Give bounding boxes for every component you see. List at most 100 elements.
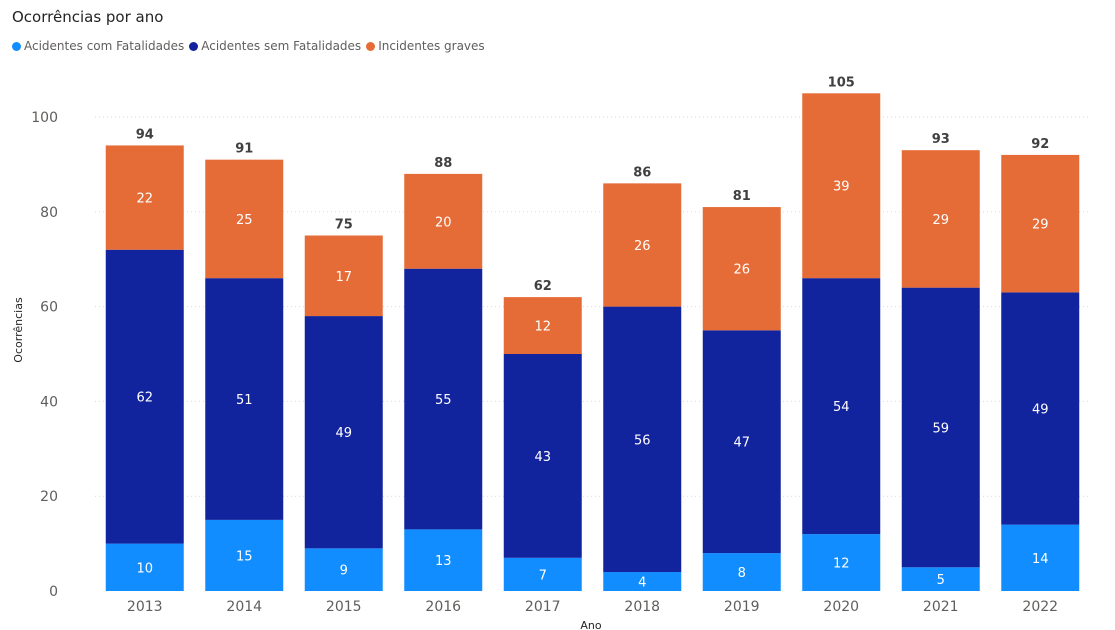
y-axis-ticks: 0 20 40 60 80 100 [31, 110, 58, 600]
data-label: 56 [634, 433, 651, 448]
bar-segment[interactable] [304, 316, 383, 549]
bar-segment[interactable] [503, 297, 582, 354]
bar-segment[interactable] [1001, 154, 1080, 293]
x-tick-label: 2016 [425, 599, 461, 615]
data-label: 7 [539, 568, 547, 583]
total-label: 81 [733, 189, 751, 204]
bar-segment[interactable] [603, 306, 682, 573]
data-label: 29 [1032, 218, 1049, 233]
bar-segment[interactable] [304, 548, 383, 591]
bar-segment[interactable] [503, 557, 582, 591]
data-label: 26 [733, 263, 750, 278]
x-tick-label: 2021 [923, 599, 959, 615]
bar-segment[interactable] [404, 268, 483, 530]
bar-segment[interactable] [603, 572, 682, 591]
data-label: 12 [833, 557, 850, 572]
data-label: 54 [833, 400, 850, 415]
data-label: 43 [534, 450, 551, 465]
legend-dot-icon [189, 41, 199, 51]
total-label: 105 [828, 75, 855, 90]
data-label: 49 [1032, 403, 1049, 418]
chart-legend[interactable]: Acidentes com Fatalidades Acidentes sem … [12, 39, 490, 53]
data-label: 26 [634, 239, 651, 254]
bar-segment[interactable] [105, 543, 184, 591]
bar-segment[interactable] [702, 330, 781, 554]
bar-segment[interactable] [503, 354, 582, 558]
legend-label: Acidentes sem Fatalidades [201, 39, 362, 53]
total-label: 86 [633, 165, 651, 180]
data-label: 22 [136, 192, 153, 207]
data-label: 15 [236, 549, 253, 564]
x-axis-ticks: 2013 2014 2015 2016 2017 2018 2019 2020 2021 2022 [127, 599, 1058, 615]
bar-segment[interactable] [603, 183, 682, 307]
bar-segment[interactable] [802, 534, 881, 591]
data-label: 25 [236, 213, 253, 228]
x-tick-label: 2022 [1022, 599, 1058, 615]
y-tick-label: 40 [40, 394, 58, 410]
total-label: 93 [932, 132, 950, 147]
bar-segment[interactable] [404, 529, 483, 591]
data-label: 14 [1032, 552, 1049, 567]
data-label: 9 [340, 564, 348, 579]
data-label: 8 [738, 566, 746, 581]
bar-segment[interactable] [901, 567, 980, 591]
data-label: 39 [833, 180, 850, 195]
bar-segment[interactable] [702, 207, 781, 331]
total-label: 91 [235, 142, 253, 157]
bar-segment[interactable] [702, 553, 781, 591]
bar-segment[interactable] [802, 93, 881, 279]
x-tick-label: 2019 [724, 599, 760, 615]
y-tick-label: 20 [40, 489, 58, 505]
legend-dot-icon [12, 41, 21, 51]
data-label: 10 [136, 561, 153, 576]
total-label: 75 [335, 218, 353, 233]
data-label: 4 [638, 576, 646, 591]
bar-segment[interactable] [205, 519, 284, 591]
bars: 10 62 22 94 15 51 25 91 9 49 17 75 13 55 20 88 7 43 12 62 4 5… [105, 75, 1080, 591]
total-label: 92 [1031, 137, 1049, 152]
total-label: 94 [136, 127, 154, 142]
data-label: 17 [335, 270, 352, 285]
data-label: 12 [534, 320, 551, 335]
data-label: 62 [136, 391, 153, 406]
legend-item-incidentes-graves[interactable]: Incidentes graves [366, 39, 485, 53]
bar-segment[interactable] [105, 145, 184, 250]
bar-segment[interactable] [901, 150, 980, 288]
data-label: 55 [435, 393, 452, 408]
total-label: 62 [534, 279, 552, 294]
bar-segment[interactable] [105, 249, 184, 544]
x-axis-title: Ano [580, 619, 601, 630]
data-label: 47 [733, 436, 750, 451]
legend-item-acidentes-com-fatalidades[interactable]: Acidentes com Fatalidades [12, 39, 184, 53]
y-tick-label: 100 [31, 110, 58, 126]
data-label: 13 [435, 554, 452, 569]
data-label: 5 [937, 573, 945, 588]
legend-label: Acidentes com Fatalidades [24, 39, 185, 53]
data-label: 51 [236, 393, 253, 408]
x-tick-label: 2014 [226, 599, 262, 615]
x-tick-label: 2013 [127, 599, 163, 615]
data-label: 59 [932, 421, 949, 436]
bar-segment[interactable] [304, 235, 383, 317]
bar-segment[interactable] [1001, 292, 1080, 525]
y-tick-label: 0 [49, 584, 58, 600]
bar-segment[interactable] [1001, 524, 1080, 591]
bar-segment[interactable] [404, 173, 483, 269]
bar-segment[interactable] [802, 278, 881, 535]
x-tick-label: 2020 [823, 599, 859, 615]
x-tick-label: 2017 [525, 599, 561, 615]
bar-segment[interactable] [901, 287, 980, 568]
x-tick-label: 2015 [326, 599, 362, 615]
y-tick-label: 60 [40, 300, 58, 316]
y-tick-label: 80 [40, 205, 58, 221]
data-label: 20 [435, 215, 452, 230]
x-tick-label: 2018 [624, 599, 660, 615]
y-axis-title: Ocorrências [12, 297, 25, 363]
data-label: 29 [932, 213, 949, 228]
bar-segment[interactable] [205, 159, 284, 279]
bar-segment[interactable] [205, 278, 284, 520]
legend-dot-icon [366, 41, 376, 51]
data-label: 49 [335, 426, 352, 441]
legend-item-acidentes-sem-fatalidades[interactable]: Acidentes sem Fatalidades [189, 39, 361, 53]
